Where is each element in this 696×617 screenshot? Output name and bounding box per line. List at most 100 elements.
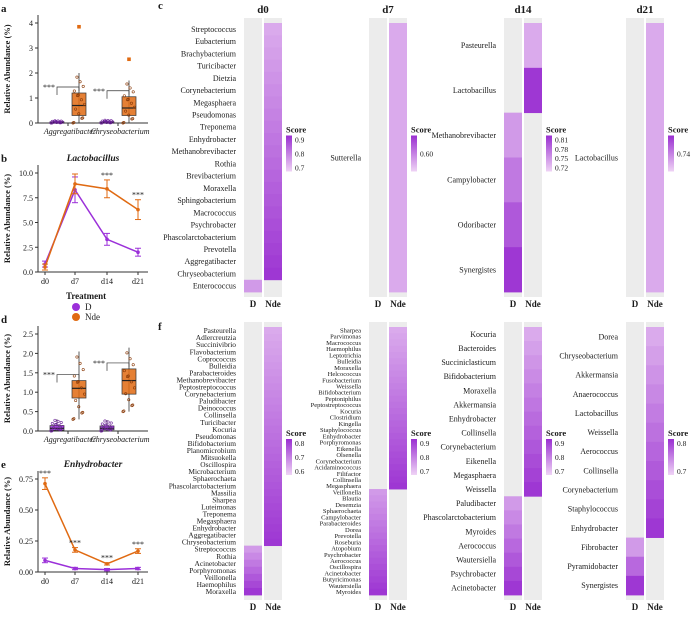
- heat-cell-nde: [389, 476, 407, 484]
- heat-cell-nde: [264, 461, 282, 469]
- series-point: [43, 265, 47, 269]
- data-point: [81, 116, 85, 120]
- heat-cell-nde: [646, 422, 664, 443]
- heat-cell-d: [626, 575, 644, 596]
- y-tick-label: 0.5: [23, 408, 33, 417]
- heat-cell-nde: [389, 482, 407, 490]
- taxon-label: Staphylococcus: [568, 505, 618, 514]
- series-point: [43, 481, 47, 486]
- panel-e: 0.00 0.25 0.50 0.75 Relative Abundance (%) e E…: [1, 459, 148, 586]
- data-point: [79, 98, 83, 102]
- series-line-nde: [44, 183, 139, 268]
- heat-cell-nde: [264, 47, 282, 61]
- heat-cell-d: [244, 566, 262, 575]
- data-point: [81, 410, 85, 414]
- heat-cell-nde: [389, 439, 407, 446]
- taxon-label: Synergistes: [581, 581, 618, 590]
- data-point: [126, 97, 130, 101]
- heat-cell-nde: [389, 401, 407, 409]
- y-tick-label: 0.75: [19, 475, 33, 484]
- taxon-label: Psychrobacter: [324, 552, 362, 559]
- heat-cell-d: [504, 202, 522, 248]
- taxon-label: Anaerococcus: [573, 390, 618, 399]
- y-tick-label: 7.5: [23, 194, 33, 203]
- heat-cell-nde: [389, 395, 407, 403]
- taxon-label: Brevibacterium: [186, 172, 237, 181]
- y-tick-label: 0.50: [19, 506, 33, 515]
- sig-label: ***: [69, 539, 81, 548]
- data-point: [122, 369, 126, 373]
- heat-cell-nde: [646, 23, 664, 293]
- taxon-label: Rothia: [215, 159, 237, 168]
- taxon-label: Haemophilus: [197, 580, 237, 589]
- taxon-label: Psychrobacter: [191, 221, 237, 230]
- heatmap-panel-f: f PasteurellaAdlercreutziaSuccinivibrioFl…: [158, 321, 688, 612]
- taxon-label: Weissella: [588, 428, 619, 437]
- score-colorbar: [286, 135, 292, 172]
- data-point: [57, 424, 61, 428]
- left-panels: 0 1 2 3 4 Relative Abundance (%) a Aggregatibac…: [1, 3, 150, 586]
- taxon-label: Moraxella: [203, 184, 236, 193]
- y-tick-label: 5.0: [23, 219, 33, 228]
- taxon-label: Lactobacillus: [575, 153, 618, 162]
- data-point: [75, 75, 79, 79]
- heatmap-panel-c: c Streptococcus Eubacterium Brachybacterium…: [158, 0, 690, 309]
- data-point: [124, 392, 128, 396]
- taxon-label: Moraxella: [463, 386, 496, 395]
- taxon-label: Prevotella: [204, 245, 237, 254]
- heat-cell-d: [504, 157, 522, 203]
- score-colorbar: [286, 439, 292, 475]
- x-tick-label: d14: [101, 577, 113, 586]
- heat-cell-nde: [264, 243, 282, 256]
- heat-cell-nde: [389, 432, 407, 440]
- heat-cell-nde: [646, 365, 664, 385]
- x-tick-label: d21: [132, 577, 144, 586]
- series-point: [136, 207, 140, 212]
- data-point: [76, 380, 80, 384]
- box-nde: [121, 96, 137, 116]
- heat-cell-nde: [389, 457, 407, 465]
- y-tick-label: 10.0: [19, 169, 33, 178]
- score-tick-label: 0.8: [555, 453, 565, 462]
- heat-cell-nde: [264, 267, 282, 281]
- series-point: [105, 237, 109, 242]
- sig-label: ***: [93, 87, 105, 96]
- heat-cell-d: [369, 501, 387, 509]
- heat-cell-d: [504, 247, 522, 293]
- heat-cell-nde: [264, 84, 282, 97]
- data-point: [131, 117, 135, 121]
- taxon-label: Wautersiella: [329, 583, 362, 590]
- heat-cell-nde: [264, 468, 282, 476]
- heat-cell-nde: [264, 108, 282, 122]
- x-category-label: Chryseobacterium: [90, 127, 149, 136]
- data-point: [61, 425, 65, 429]
- heat-cell-nde: [389, 420, 407, 428]
- heat-cell-nde: [389, 327, 407, 334]
- column-label-d: D: [250, 299, 257, 309]
- taxon-label: Aggregatibacter: [188, 531, 236, 540]
- heat-cell-nde: [524, 411, 542, 427]
- heatmap-c-d14: Pasteurella Lactobacillus Methanobrevibact…: [432, 4, 569, 309]
- y-tick-label: 2.5: [23, 243, 33, 252]
- heat-cell-d: [244, 545, 262, 554]
- y-tick-label: 0: [29, 119, 33, 128]
- taxon-label: Oscillospira: [329, 564, 361, 571]
- heat-cell-nde: [264, 390, 282, 398]
- sig-label: ***: [101, 554, 113, 563]
- data-point: [72, 374, 76, 378]
- data-point: [127, 113, 131, 117]
- heat-cell-nde: [264, 439, 282, 448]
- y-tick-label: 0.00: [19, 568, 33, 577]
- legend-label: Nde: [85, 312, 100, 322]
- panel-b: 0.0 2.5 5.0 7.5 10.0 Relative Abundance (%) b L…: [1, 153, 148, 286]
- taxon-label: Deinococcus: [198, 404, 236, 413]
- column-label-nde: Nde: [265, 299, 281, 309]
- heat-cell-nde: [264, 453, 282, 462]
- y-tick-label: 2.0: [23, 349, 33, 358]
- heat-cell-nde: [524, 383, 542, 398]
- data-point: [78, 361, 82, 365]
- heat-cell-nde: [264, 362, 282, 370]
- taxon-label: Weissella: [336, 383, 361, 390]
- heat-cell-nde: [646, 480, 664, 500]
- y-tick-label: 4: [29, 19, 33, 28]
